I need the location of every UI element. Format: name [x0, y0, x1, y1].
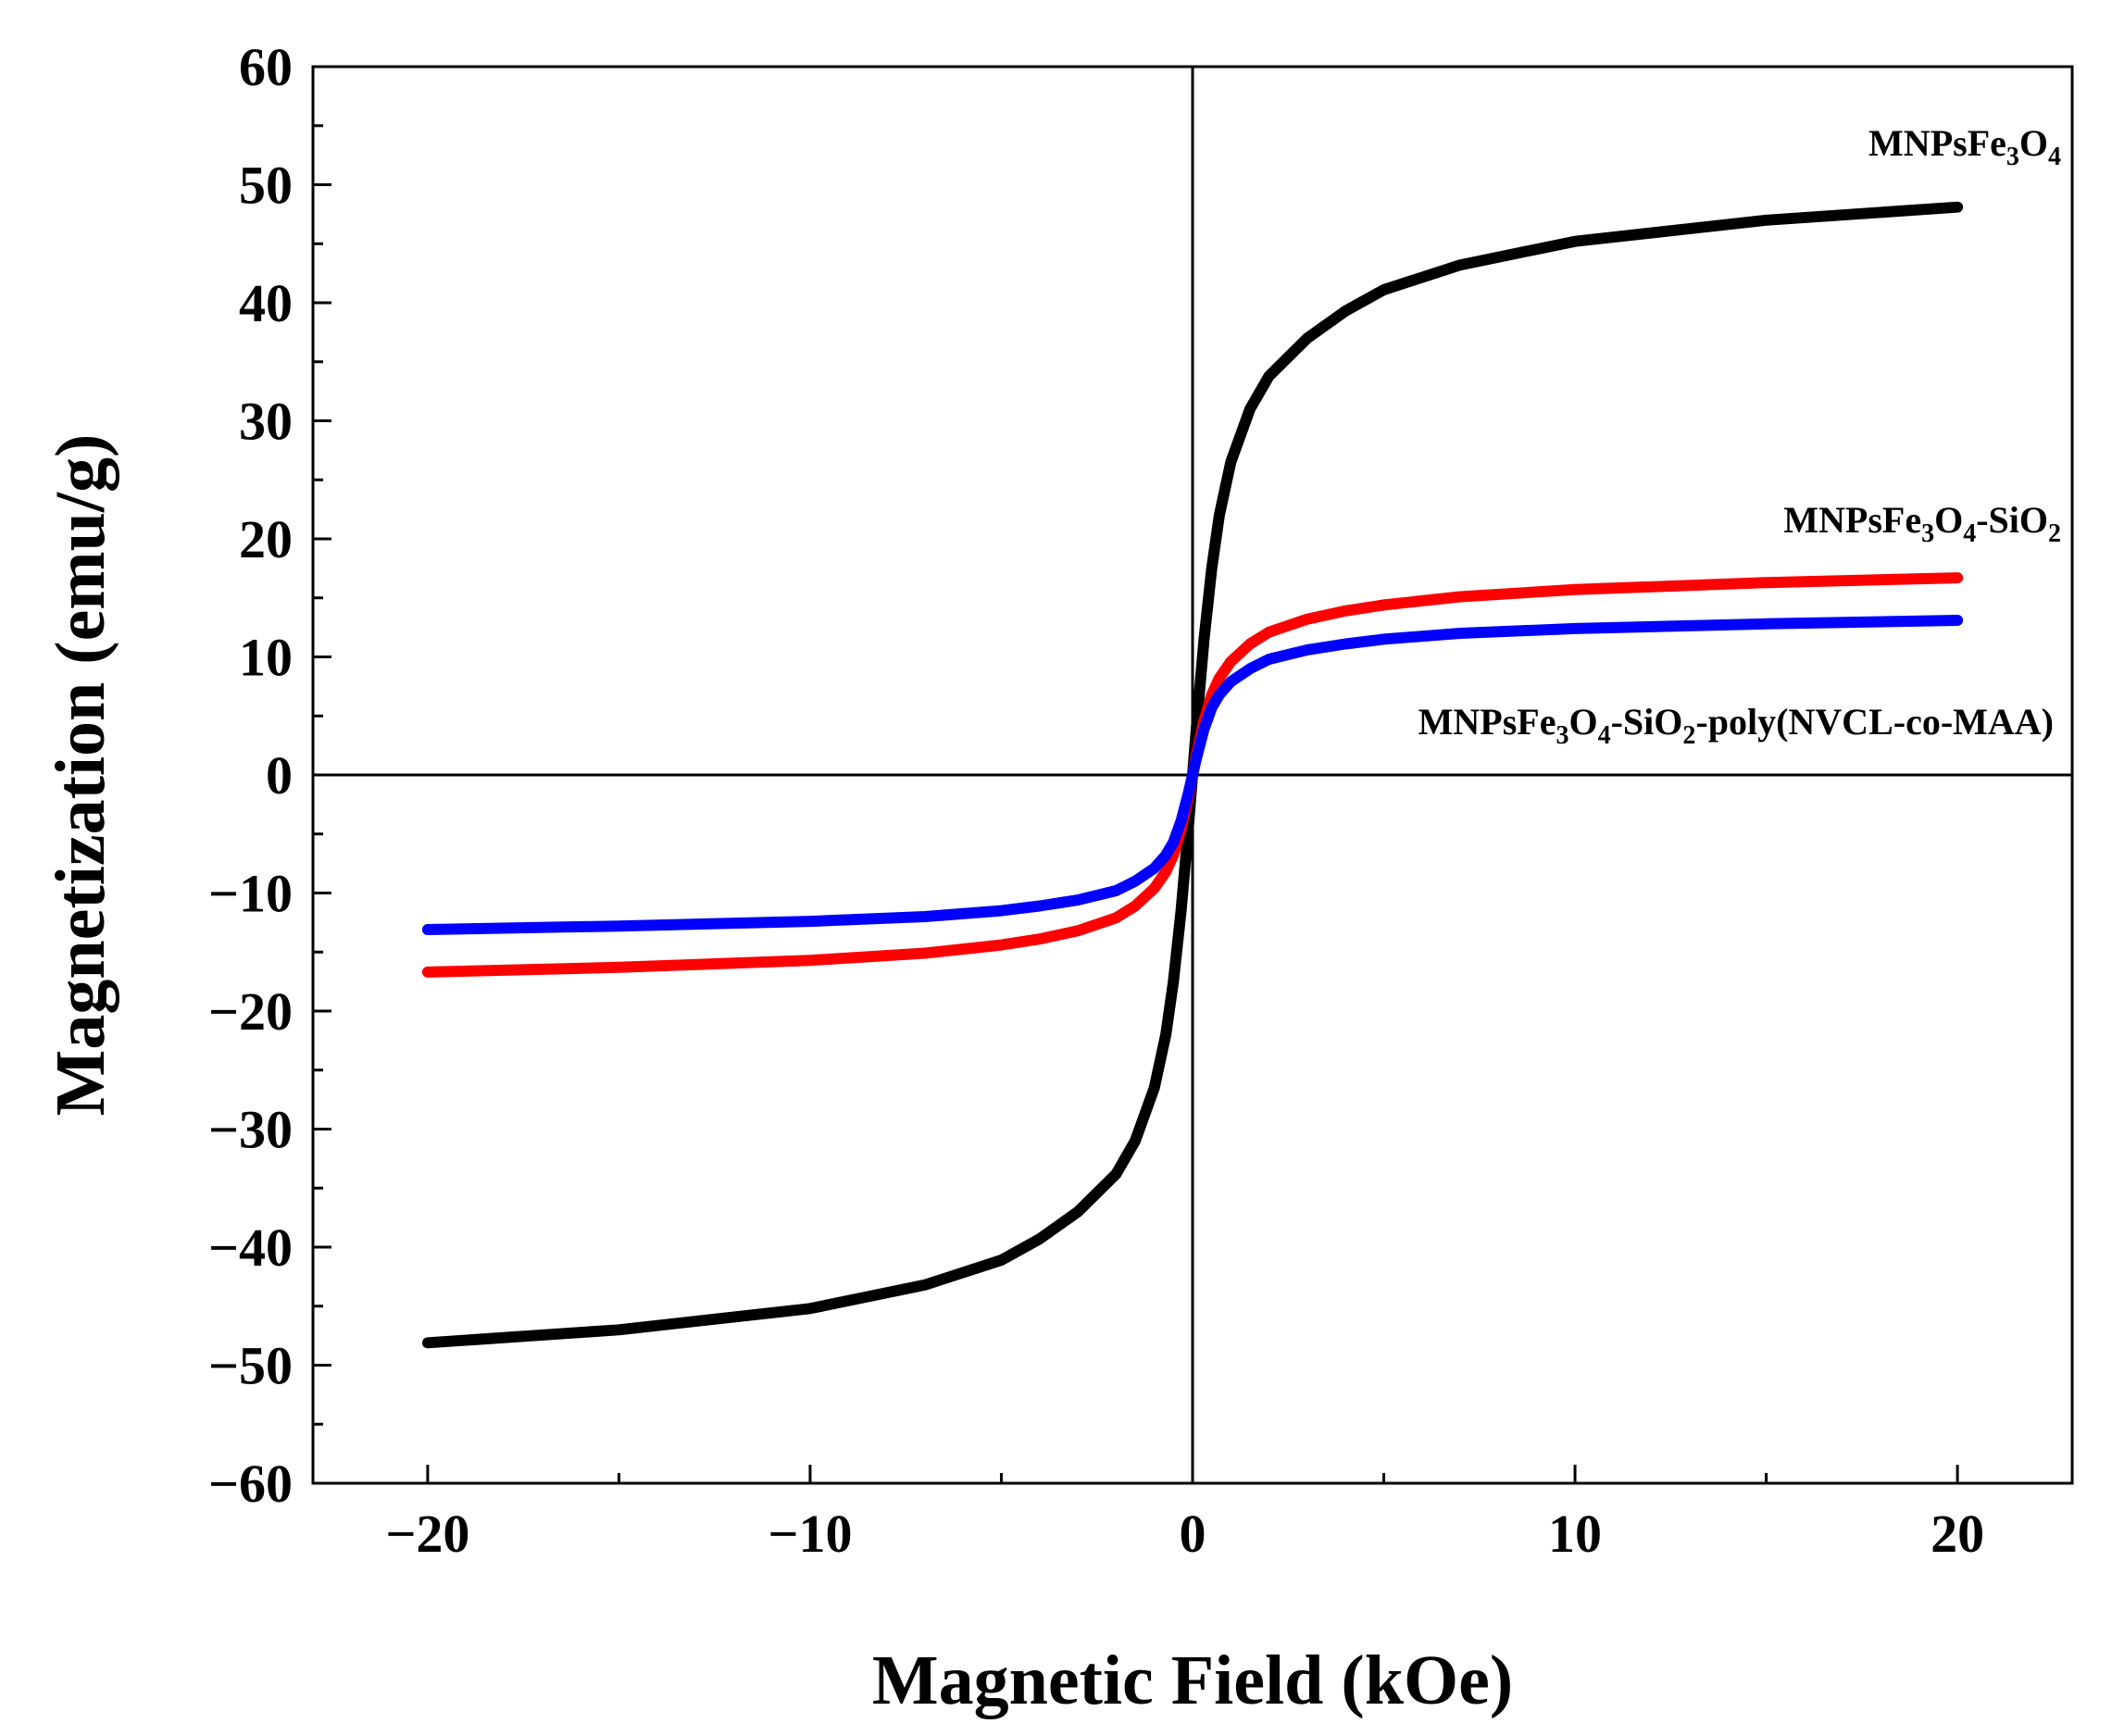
- y-tick-label: 10: [239, 628, 293, 688]
- x-tick-label: 10: [1548, 1504, 1602, 1564]
- y-tick-label: 0: [266, 745, 293, 806]
- y-tick-label: 30: [239, 392, 293, 452]
- y-tick-label: −30: [208, 1100, 293, 1160]
- series-labels: MNPsFe3O4 MNPsFe3O4-SiO2 MNPsFe3O4-SiO2-po…: [1418, 122, 2061, 750]
- y-tick-label: −20: [208, 981, 293, 1042]
- series-label-2: MNPsFe3O4-SiO2-poly(NVCL-co-MAA): [1418, 701, 2054, 750]
- series-line-2: [421, 615, 1964, 935]
- x-tick-label: 20: [1931, 1504, 1984, 1564]
- axis-ticks: −20 −10 0 10 20 −60 −50 −40 −30 −20 −10 0 10 20 30 40 50…: [208, 37, 1984, 1564]
- x-tick-label: −20: [385, 1504, 469, 1564]
- y-tick-label: −50: [208, 1336, 293, 1396]
- y-tick-label: −40: [208, 1218, 293, 1278]
- series-label-1: MNPsFe3O4-SiO2: [1783, 499, 2061, 548]
- series-group: [421, 201, 1964, 1349]
- series-label-0: MNPsFe3O4: [1868, 122, 2061, 171]
- x-tick-label: −10: [768, 1504, 852, 1564]
- x-tick-label: 0: [1180, 1504, 1206, 1564]
- y-tick-label: 40: [239, 273, 293, 333]
- y-tick-label: −60: [208, 1454, 293, 1514]
- y-tick-label: 60: [239, 37, 293, 97]
- y-tick-label: 50: [239, 156, 293, 216]
- y-tick-label: −10: [208, 864, 293, 924]
- x-axis-title: Magnetic Field (kOe): [872, 1642, 1513, 1719]
- y-axis-title: Magnetization (emu/g): [42, 434, 119, 1117]
- y-tick-label: 20: [239, 509, 293, 569]
